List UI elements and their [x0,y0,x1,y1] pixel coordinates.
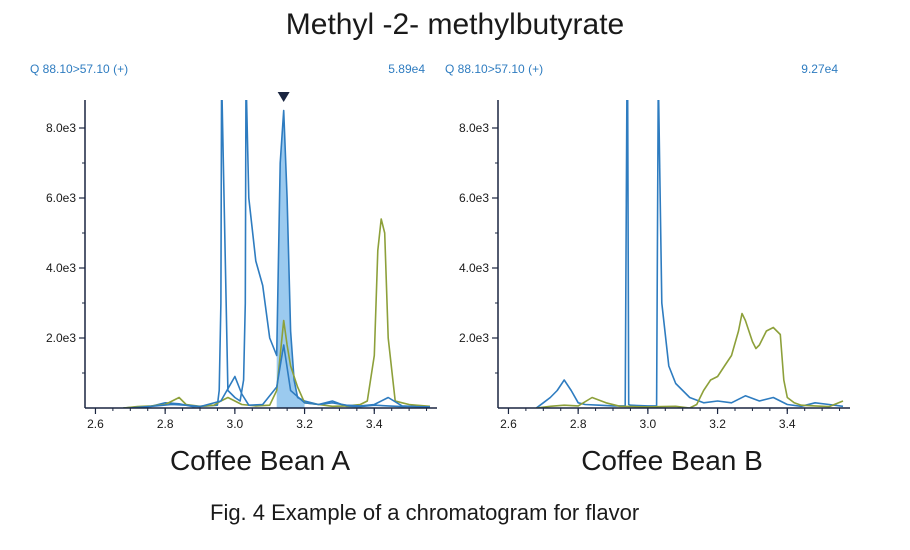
panel-b-y-tick-label: 8.0e3 [459,121,489,135]
chart-title: Methyl -2- methylbutyrate [285,8,625,41]
panel-b-y-tick-label: 6.0e3 [459,191,489,205]
panel-a-subtitle: Coffee Bean A [170,445,350,476]
panel-a-series-quantifier [123,100,431,408]
panel-b-x-tick-label: 2.6 [500,417,517,431]
panel-b-subtitle: Coffee Bean B [581,445,763,476]
panel-b-x-tick-label: 2.8 [570,417,587,431]
panel-b-axes: 2.0e3 4.0e3 6.0e3 8.0e3 2.6 2.8 3.0 3.2 3.4 [459,100,850,431]
panel-a-integrated-peak-area [276,110,305,408]
panel-b-y-tick-label: 4.0e3 [459,261,489,275]
panel-b-x-tick-label: 3.0 [640,417,657,431]
panel-a-plot-area [123,100,431,408]
panel-b-series-qualifier-1 [536,312,844,408]
panel-b-series-quantifier [535,100,844,408]
panel-a-x-tick-label: 3.4 [366,417,383,431]
panel-a-x-tick-label: 3.2 [296,417,313,431]
panel-a: Q 88.10>57.10 (+) 5.89e4 2.0e3 4.0e3 6.0e3… [30,62,437,476]
panel-b-x-tick-label: 3.4 [779,417,796,431]
panel-a-y-tick-label: 6.0e3 [46,191,76,205]
panel-b-plot-area [535,100,844,408]
panel-a-axes: 2.0e3 4.0e3 6.0e3 8.0e3 2.6 2.8 3.0 3.2 3.4 [46,92,437,431]
panel-b-transition-label: Q 88.10>57.10 (+) [445,62,543,76]
panel-a-series-qualifier-2 [130,344,431,408]
panel-b-max-intensity-label: 9.27e4 [801,62,838,76]
panel-a-peak-marker [277,92,290,102]
panel-b: Q 88.10>57.10 (+) 9.27e4 2.0e3 4.0e3 6.0e3… [445,62,850,476]
panel-a-y-tick-label: 2.0e3 [46,331,76,345]
panel-a-x-tick-label: 2.8 [157,417,174,431]
panel-a-y-tick-label: 4.0e3 [46,261,76,275]
panel-a-x-tick-label: 2.6 [87,417,104,431]
panel-a-y-tick-label: 8.0e3 [46,121,76,135]
panel-a-x-tick-label: 3.0 [227,417,244,431]
figure-caption: Fig. 4 Example of a chromatogram for fla… [210,500,640,525]
panel-a-max-intensity-label: 5.89e4 [388,62,425,76]
panel-b-y-tick-label: 2.0e3 [459,331,489,345]
panel-a-series-qualifier-1 [123,218,431,408]
panel-a-transition-label: Q 88.10>57.10 (+) [30,62,128,76]
panel-b-x-tick-label: 3.2 [709,417,726,431]
